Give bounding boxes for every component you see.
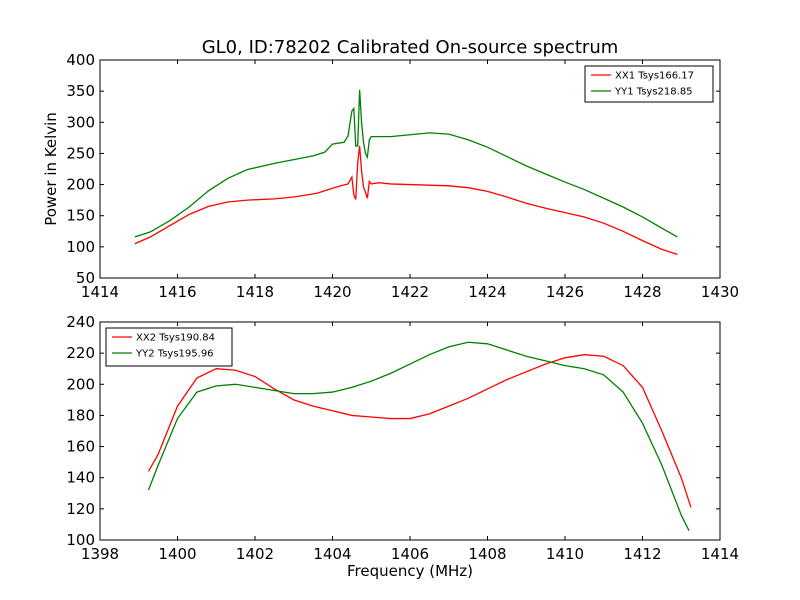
series-line-1 <box>147 354 692 508</box>
legend-label: YY2 Tsys195.96 <box>135 349 214 360</box>
y-tick-label: 200 <box>66 375 95 393</box>
y-tick-label: 100 <box>66 238 95 256</box>
y-tick-label: 100 <box>66 531 95 549</box>
x-tick-label: 1406 <box>391 545 429 563</box>
x-tick-label: 1422 <box>391 283 429 301</box>
x-tick-label: 1400 <box>158 545 196 563</box>
y-tick-label: 160 <box>66 438 95 456</box>
y-tick-label: 400 <box>66 51 95 69</box>
y-tick-label: 180 <box>66 406 95 424</box>
series-line-1 <box>134 145 678 255</box>
x-axis-label: Frequency (MHz) <box>347 562 473 580</box>
bottom-spectrum-plot: 1398 1400 1402 1404 1406 1408 1410 1412 1414 100 1… <box>66 313 739 563</box>
legend-label: XX1 Tsys166.17 <box>615 71 694 82</box>
top-spectrum-plot: 1414 1416 1418 1420 1422 1424 1426 1428 1430 50 10… <box>66 51 739 301</box>
x-tick-label: 1424 <box>468 283 506 301</box>
chart-title: GL0, ID:78202 Calibrated On-source spect… <box>202 37 619 58</box>
series-line-2 <box>147 341 690 531</box>
x-tick-label: 1420 <box>313 283 351 301</box>
y-tick-label: 350 <box>66 82 95 100</box>
x-tick-label: 1408 <box>468 545 506 563</box>
x-tick-label: 1414 <box>81 283 119 301</box>
legend: XX2 Tsys190.84 YY2 Tsys195.96 <box>105 327 233 367</box>
x-tick-label: 1414 <box>701 545 739 563</box>
legend-label: XX2 Tsys190.84 <box>136 333 215 344</box>
y-tick-label: 140 <box>66 469 95 487</box>
x-tick-label: 1402 <box>236 545 274 563</box>
y-axis-label: Power in Kelvin <box>42 112 60 226</box>
y-tick-label: 120 <box>66 500 95 518</box>
y-tick-label: 150 <box>66 207 95 225</box>
y-tick-label: 220 <box>66 344 95 362</box>
y-tick-label: 250 <box>66 144 95 162</box>
y-tick-label: 240 <box>66 313 95 331</box>
legend-label: YY1 Tsys218.85 <box>614 87 693 98</box>
x-tick-label: 1430 <box>701 283 739 301</box>
legend: XX1 Tsys166.17 YY1 Tsys218.85 <box>584 65 714 103</box>
x-tick-label: 1416 <box>158 283 196 301</box>
x-tick-label: 1426 <box>546 283 584 301</box>
x-tick-label: 1410 <box>546 545 584 563</box>
y-tick-label: 200 <box>66 176 95 194</box>
x-tick-label: 1398 <box>81 545 119 563</box>
series-line-2 <box>134 89 678 238</box>
x-tick-label: 1404 <box>313 545 351 563</box>
x-tick-label: 1418 <box>236 283 274 301</box>
y-tick-label: 300 <box>66 113 95 131</box>
y-tick-label: 50 <box>76 269 95 287</box>
x-tick-label: 1428 <box>623 283 661 301</box>
x-tick-label: 1412 <box>623 545 661 563</box>
